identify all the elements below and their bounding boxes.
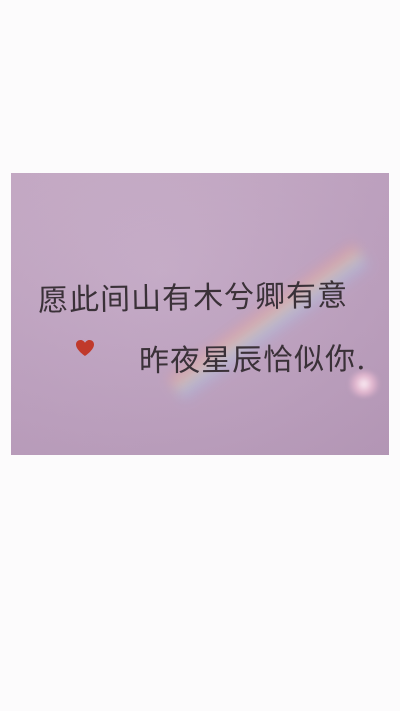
handwritten-line-1: 愿此间山有木兮卿有意 <box>37 278 349 319</box>
light-flare <box>347 371 381 397</box>
heart-icon <box>76 340 94 356</box>
photo-vignette <box>11 173 389 455</box>
handwritten-card-photo: 愿此间山有木兮卿有意 昨夜星辰恰似你. <box>11 173 389 455</box>
handwritten-line-2: 昨夜星辰恰似你. <box>138 342 367 379</box>
